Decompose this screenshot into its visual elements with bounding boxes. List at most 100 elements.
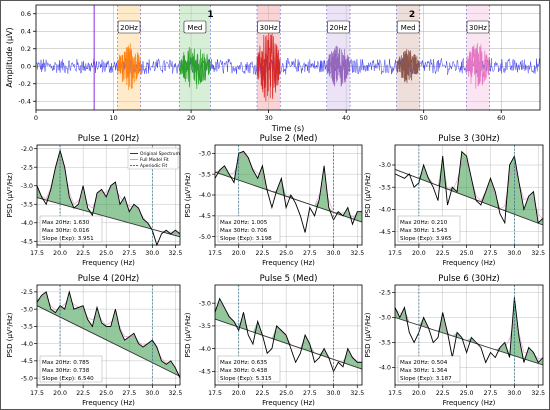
block-label: 1: [207, 10, 213, 20]
x-axis-label: Frequency (Hz): [82, 399, 135, 407]
y-tick-label: 0.6: [21, 10, 31, 18]
psd-panel-4: 17.5 20.0 22.5 25.0 27.5 30.0 32.5 -2.5 -3.0 -3.5…: [6, 274, 182, 407]
x-tick-label: 27.5: [484, 390, 498, 397]
legend-entry: Aperiodic Fit: [140, 163, 167, 169]
plot-frame: [214, 144, 363, 246]
y-axis-label: PSD (µV²/Hz): [184, 172, 192, 217]
original-spectrum: [214, 150, 362, 233]
segment-signal: [326, 45, 351, 87]
x-tick-label: 20.0: [53, 390, 67, 397]
y-tick-label: -3.0: [199, 151, 211, 158]
x-axis-label: Frequency (Hz): [82, 259, 135, 267]
peak-fill: [37, 150, 180, 237]
panel-title: Pulse 1 (20Hz): [78, 134, 140, 144]
psd-panel-5: 17.5 20.0 22.5 25.0 27.5 30.0 32.5 -3.0 -3.5 -4.0…: [184, 274, 364, 407]
stats-box: [217, 215, 281, 243]
x-tick-label: 30.0: [507, 390, 521, 397]
y-tick-label: -4.5: [379, 229, 391, 236]
psd-panel-6: 17.5 20.0 22.5 25.0 27.5 30.0 32.5 -2.5 -3.0 -3.5…: [364, 274, 545, 407]
x-tick-label: 22.5: [256, 250, 270, 257]
segment-signal: [179, 46, 211, 90]
x-tick-label: 30.0: [145, 250, 159, 257]
x-tick-label: 25.0: [279, 390, 293, 397]
x-tick-label: 32.5: [350, 390, 364, 397]
x-tick-label: 30: [264, 114, 272, 122]
x-tick-label: 22.5: [76, 390, 90, 397]
x-tick-label: 32.5: [350, 250, 364, 257]
original-spectrum: [36, 148, 181, 247]
stats-text: Max 30Hz: 1.364: [400, 368, 448, 374]
x-tick-label: 32.5: [168, 250, 182, 257]
stats-text: Max 30Hz: 0.738: [42, 368, 90, 374]
segment-signal: [117, 43, 142, 90]
y-axis-label: PSD (µV²/Hz): [184, 312, 192, 357]
panel-title: Pulse 6 (30Hz): [438, 274, 500, 284]
stats-text: Max 30Hz: 0.016: [42, 228, 90, 234]
y-tick-label: -3.5: [379, 184, 391, 191]
stats-box: [39, 355, 103, 383]
x-tick-label: 20.0: [53, 250, 67, 257]
full-model-fit: [36, 295, 181, 376]
x-tick-label: 32.5: [168, 390, 182, 397]
x-tick-label: 27.5: [484, 250, 498, 257]
y-tick-label: -5.0: [199, 234, 211, 241]
x-tick-label: 27.5: [122, 250, 136, 257]
y-tick-label: -3.0: [379, 162, 391, 169]
x-axis-label: Frequency (Hz): [262, 259, 315, 267]
stats-text: Slope (Exp): 3.198: [220, 236, 272, 242]
y-tick-label: 0.4: [21, 27, 31, 35]
x-tick-label: 10: [109, 114, 117, 122]
x-tick-label: 22.5: [436, 390, 450, 397]
legend-entry: Original Spectrum: [140, 151, 180, 157]
x-tick-label: 30.0: [145, 390, 159, 397]
x-tick-label: 25.0: [279, 250, 293, 257]
x-axis-label: Time (s): [271, 124, 305, 133]
y-tick-label: -4.5: [21, 238, 33, 245]
x-tick-label: 0: [34, 114, 38, 122]
y-tick-label: -3.5: [199, 323, 211, 330]
segment-label: 20Hz: [329, 24, 347, 32]
y-tick-label: -4.0: [199, 192, 211, 199]
original-spectrum: [214, 297, 362, 373]
y-axis-label: PSD (µV²/Hz): [6, 312, 14, 357]
y-tick-label: -3.5: [21, 201, 33, 208]
y-tick-label: -3.0: [379, 315, 391, 322]
y-tick-label: -2.0: [21, 146, 33, 153]
x-tick-label: 17.5: [208, 390, 222, 397]
stats-text: Max 20Hz: 1.005: [220, 220, 268, 226]
peak-fill: [395, 297, 543, 365]
y-tick-label: -2.5: [21, 164, 33, 171]
y-tick-label: -3.0: [21, 183, 33, 190]
segment-label: 30Hz: [469, 24, 487, 32]
y-tick-label: -4.5: [199, 369, 211, 376]
psd-panel-1: 17.5 20.0 22.5 25.0 27.5 30.0 32.5 -2.0 -2.5 -3.0…: [6, 134, 182, 267]
x-tick-label: 27.5: [303, 390, 317, 397]
stats-text: Max 30Hz: 1.543: [400, 228, 448, 234]
peak-fill: [37, 291, 180, 377]
aperiodic-fit: [36, 197, 181, 238]
plot-frame: [394, 284, 544, 386]
original-spectrum: [394, 297, 544, 364]
panel-title: Pulse 2 (Med): [260, 134, 318, 144]
segment-label-box: [396, 20, 420, 34]
panel-title: Pulse 3 (30Hz): [438, 134, 500, 144]
y-tick-label: 0.2: [21, 45, 31, 53]
x-tick-label: 30.0: [327, 390, 341, 397]
timeseries-panel: 0 10 20 30 40 50 60 0.6 0.4 0.2 0.0 -0.2 -0.4 20Hz Med…: [5, 4, 541, 133]
aperiodic-fit: [394, 317, 544, 366]
plot-frame: [35, 4, 541, 111]
segment-label-box: [327, 20, 350, 34]
x-axis-label: Frequency (Hz): [443, 259, 496, 267]
stats-text: Max 20Hz: 1.630: [42, 220, 90, 226]
y-tick-label: -2.5: [379, 290, 391, 297]
x-tick-label: 32.5: [531, 390, 545, 397]
y-tick-label: -4.5: [199, 213, 211, 220]
stats-text: Slope (Exp): 3.951: [42, 236, 94, 242]
x-tick-label: 25.0: [460, 250, 474, 257]
y-tick-label: -3.0: [21, 306, 33, 313]
y-tick-label: -5.0: [21, 375, 33, 382]
y-tick-label: -4.0: [199, 346, 211, 353]
y-axis-label: Amplitude (µV): [5, 27, 14, 87]
segment-signal: [256, 29, 281, 102]
x-tick-label: 25.0: [99, 250, 113, 257]
